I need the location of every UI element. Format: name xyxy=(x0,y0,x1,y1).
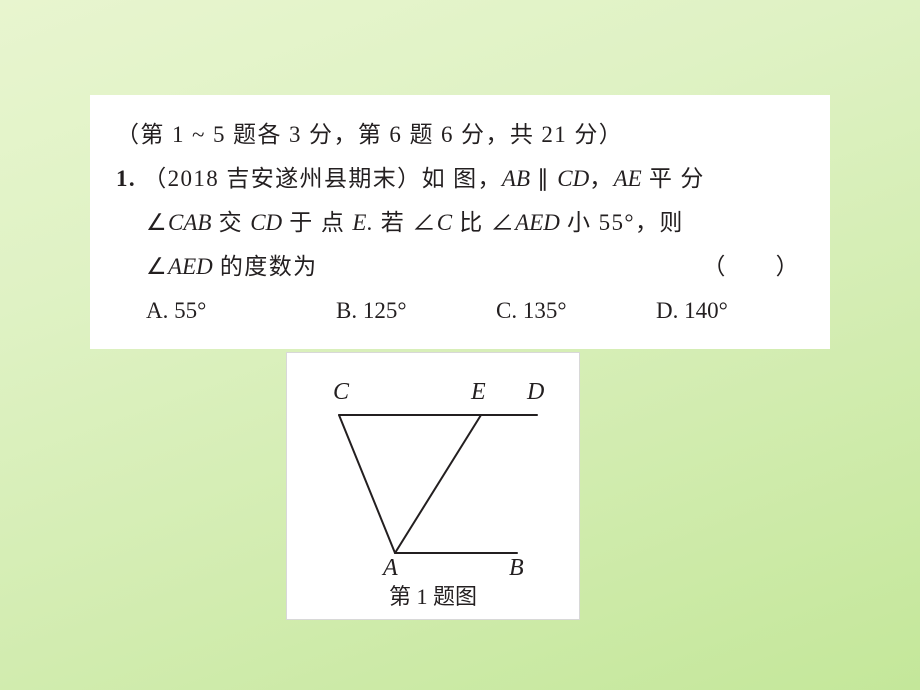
option-c[interactable]: C. 135° xyxy=(496,289,656,333)
E: E xyxy=(352,210,366,235)
CD: CD xyxy=(557,166,589,191)
label-B: B xyxy=(509,555,524,582)
CAB: CAB xyxy=(168,210,211,235)
t8: 的度数为 xyxy=(213,254,318,279)
t6: 比 xyxy=(452,210,491,235)
angle3: ∠ xyxy=(491,210,515,235)
angle4: ∠ xyxy=(146,254,168,279)
question-line-3: ∠AED 的度数为 （ ） xyxy=(116,245,804,289)
label-D: D xyxy=(527,379,544,406)
AB: AB xyxy=(502,166,530,191)
AED2: AED xyxy=(168,254,213,279)
options-row: A. 55° B. 125° C. 135° D. 140° xyxy=(116,289,804,333)
t3: 交 xyxy=(211,210,250,235)
label-E: E xyxy=(471,379,486,406)
AE: AE xyxy=(614,166,642,191)
C: C xyxy=(437,210,452,235)
scoring-line: （第 1 ~ 5 题各 3 分，第 6 题 6 分，共 21 分） xyxy=(116,113,804,157)
t4: 于 点 xyxy=(282,210,352,235)
angle1: ∠ xyxy=(146,210,168,235)
t7: 小 55°，则 xyxy=(560,210,684,235)
problem-box: （第 1 ~ 5 题各 3 分，第 6 题 6 分，共 21 分） 1. （20… xyxy=(90,95,830,349)
comma: ， xyxy=(589,166,613,191)
AED: AED xyxy=(515,210,560,235)
option-a[interactable]: A. 55° xyxy=(146,289,336,333)
parallel: ∥ xyxy=(530,166,557,191)
answer-paren: （ ） xyxy=(702,245,800,289)
t2: 平 分 xyxy=(642,166,705,191)
q-source: （2018 吉安遂州县期末） xyxy=(143,166,421,191)
angle2: ∠ xyxy=(412,210,436,235)
q-number: 1. xyxy=(116,166,143,191)
t5: . 若 xyxy=(366,210,412,235)
figure-caption: 第 1 题图 xyxy=(287,579,579,611)
question-line-2: ∠CAB 交 CD 于 点 E. 若 ∠C 比 ∠AED 小 55°，则 xyxy=(116,201,804,245)
label-A: A xyxy=(383,555,398,582)
option-b[interactable]: B. 125° xyxy=(336,289,496,333)
option-d[interactable]: D. 140° xyxy=(656,289,728,333)
t1: 如 图， xyxy=(422,166,502,191)
question-line-1: 1. （2018 吉安遂州县期末）如 图，AB ∥ CD，AE 平 分 xyxy=(116,157,804,201)
label-C: C xyxy=(333,379,349,406)
figure-box: C E D A B 第 1 题图 xyxy=(286,352,580,620)
CD2: CD xyxy=(250,210,282,235)
